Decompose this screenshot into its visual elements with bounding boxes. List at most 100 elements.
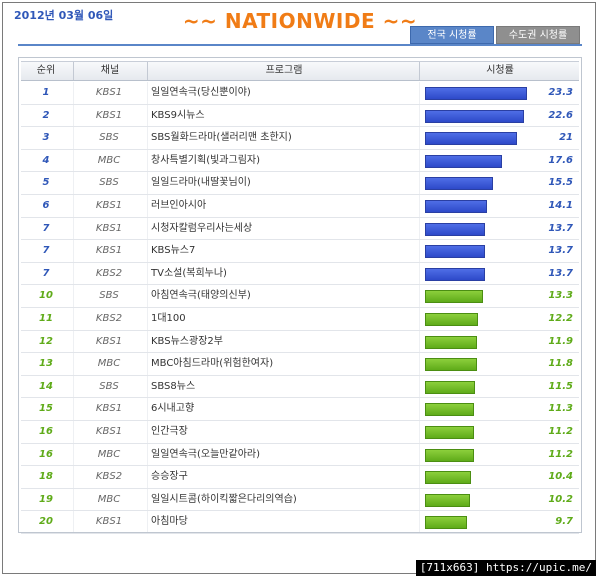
column-header-channel: 채널 — [73, 62, 146, 80]
channel-cell: KBS1 — [95, 245, 123, 257]
column-header-rank: 순위 — [36, 65, 56, 76]
table-row: 2 KBS1 KBS9시뉴스 22.6 — [21, 105, 579, 128]
rating-value: 13.3 — [548, 290, 573, 302]
program-cell[interactable]: KBS9시뉴스 — [151, 109, 205, 121]
broadcast-date: 2012년 03월 06일 — [14, 9, 114, 22]
rating-bar — [425, 358, 477, 372]
rank-cell: 18 — [39, 471, 53, 483]
table-row: 16 KBS1 인간극장 11.2 — [21, 421, 579, 444]
table-row: 14 SBS SBS8뉴스 11.5 — [21, 376, 579, 399]
program-cell[interactable]: MBC아침드라마(위험한여자) — [151, 358, 274, 370]
table-row: 11 KBS2 1대100 12.2 — [21, 308, 579, 331]
rating-bar — [425, 426, 474, 439]
rating-value: 12.2 — [548, 313, 573, 324]
rank-cell: 2 — [42, 109, 50, 121]
rating-bar — [425, 154, 502, 168]
watermark: [711x663] https://upic.me/ — [415, 560, 596, 576]
rank-cell: 19 — [39, 493, 53, 505]
program-cell[interactable]: 러브인아시아 — [151, 200, 207, 211]
tab-underline — [18, 44, 582, 46]
table-header: 순위 채널 프로그램 시청률 — [21, 61, 579, 81]
program-cell[interactable]: KBS뉴스광장2부 — [151, 335, 223, 347]
program-cell[interactable]: 아침마당 — [151, 516, 188, 528]
program-cell[interactable]: 승승장구 — [151, 471, 188, 483]
table-row: 4 MBC 창사특별기획(빛과그림자) 17.6 — [21, 150, 579, 173]
column-header-rating: 시청률 — [419, 62, 580, 80]
rank-cell: 16 — [39, 426, 53, 437]
table-row: 7 KBS1 시청자칼럼우리사는세상 13.7 — [21, 218, 579, 241]
rating-bar — [425, 200, 487, 213]
table-row: 7 KBS1 KBS뉴스7 13.7 — [21, 240, 579, 263]
program-cell[interactable]: 6시내고향 — [151, 403, 195, 415]
rating-value: 17.6 — [548, 154, 573, 166]
rank-cell: 7 — [42, 245, 50, 257]
program-cell[interactable]: 1대100 — [151, 313, 186, 324]
rating-value: 11.8 — [548, 358, 573, 370]
rating-bar — [425, 335, 477, 349]
rating-bar — [425, 132, 517, 146]
rating-value: 13.7 — [548, 245, 573, 257]
program-cell[interactable]: 일일연속극(오늘만같아라) — [151, 448, 261, 460]
channel-cell: KBS2 — [95, 267, 123, 279]
channel-cell: KBS2 — [95, 313, 123, 324]
channel-cell: KBS1 — [95, 222, 123, 234]
program-cell[interactable]: SBS월화드라마(샐러리맨 초한지) — [151, 132, 292, 144]
rank-cell: 7 — [42, 267, 50, 279]
column-divider — [73, 82, 74, 532]
table-row: 3 SBS SBS월화드라마(샐러리맨 초한지) 21 — [21, 127, 579, 150]
channel-cell: SBS — [99, 290, 119, 302]
table-row: 5 SBS 일일드라마(내딸꽃님이) 15.5 — [21, 172, 579, 195]
table-row: 18 KBS2 승승장구 10.4 — [21, 466, 579, 489]
program-cell[interactable]: 일일드라마(내딸꽃님이) — [151, 177, 251, 189]
channel-cell: KBS1 — [95, 200, 123, 211]
rating-bar — [425, 177, 493, 191]
rating-bar — [425, 493, 470, 507]
program-cell[interactable]: 창사특별기획(빛과그림자) — [151, 154, 261, 166]
channel-cell: SBS — [99, 177, 119, 189]
rating-value: 13.7 — [548, 222, 573, 234]
ratings-table: 순위 채널 프로그램 시청률 1 KBS1 일일연속극(당신뿐이야) 23.3 2 KBS… — [18, 57, 582, 534]
tab-nationwide-ratings[interactable]: 전국 시청률 — [410, 26, 494, 44]
rating-bar — [425, 516, 467, 530]
program-cell[interactable]: 일일연속극(당신뿐이야) — [151, 87, 251, 98]
rating-bar — [425, 245, 485, 259]
program-cell[interactable]: 시청자칼럼우리사는세상 — [151, 222, 253, 234]
rating-value: 10.2 — [548, 493, 573, 505]
channel-cell: KBS1 — [95, 87, 123, 98]
rating-value: 23.3 — [548, 87, 573, 98]
column-divider — [147, 82, 148, 532]
table-row: 13 MBC MBC아침드라마(위험한여자) 11.8 — [21, 353, 579, 376]
channel-cell: SBS — [99, 132, 119, 144]
program-cell[interactable]: SBS8뉴스 — [151, 380, 196, 392]
rank-cell: 12 — [39, 335, 53, 347]
table-row: 16 MBC 일일연속극(오늘만같아라) 11.2 — [21, 444, 579, 467]
channel-cell: MBC — [97, 358, 121, 370]
tab-capital-area-ratings[interactable]: 수도권 시청률 — [496, 26, 580, 44]
channel-cell: SBS — [99, 380, 119, 392]
rank-cell: 10 — [39, 290, 53, 302]
channel-cell: KBS2 — [95, 471, 123, 483]
channel-cell: MBC — [97, 493, 121, 505]
table-row: 15 KBS1 6시내고향 11.3 — [21, 398, 579, 421]
program-cell[interactable]: 인간극장 — [151, 426, 188, 437]
rank-cell: 5 — [42, 177, 50, 189]
page-title: ~~ NATIONWIDE ~~ — [182, 9, 418, 33]
rank-cell: 15 — [39, 403, 53, 415]
rank-cell: 4 — [42, 154, 50, 166]
table-row: 6 KBS1 러브인아시아 14.1 — [21, 195, 579, 218]
rating-value: 11.5 — [548, 380, 573, 392]
program-cell[interactable]: 아침연속극(태양의신부) — [151, 290, 251, 302]
rating-value: 21 — [559, 132, 573, 144]
rating-value: 11.9 — [548, 335, 573, 347]
rating-bar — [425, 290, 483, 304]
channel-cell: KBS1 — [95, 516, 123, 528]
program-cell[interactable]: KBS뉴스7 — [151, 245, 196, 257]
channel-cell: KBS1 — [95, 109, 123, 121]
rating-value: 13.7 — [548, 267, 573, 279]
rating-bar — [425, 222, 485, 236]
table-row: 20 KBS1 아침마당 9.7 — [21, 511, 579, 534]
rating-bar — [425, 267, 485, 281]
rating-value: 10.4 — [548, 471, 573, 483]
program-cell[interactable]: TV소설(복희누나) — [151, 267, 227, 279]
program-cell[interactable]: 일일시트콤(하이킥짧은다리의역습) — [151, 493, 297, 505]
